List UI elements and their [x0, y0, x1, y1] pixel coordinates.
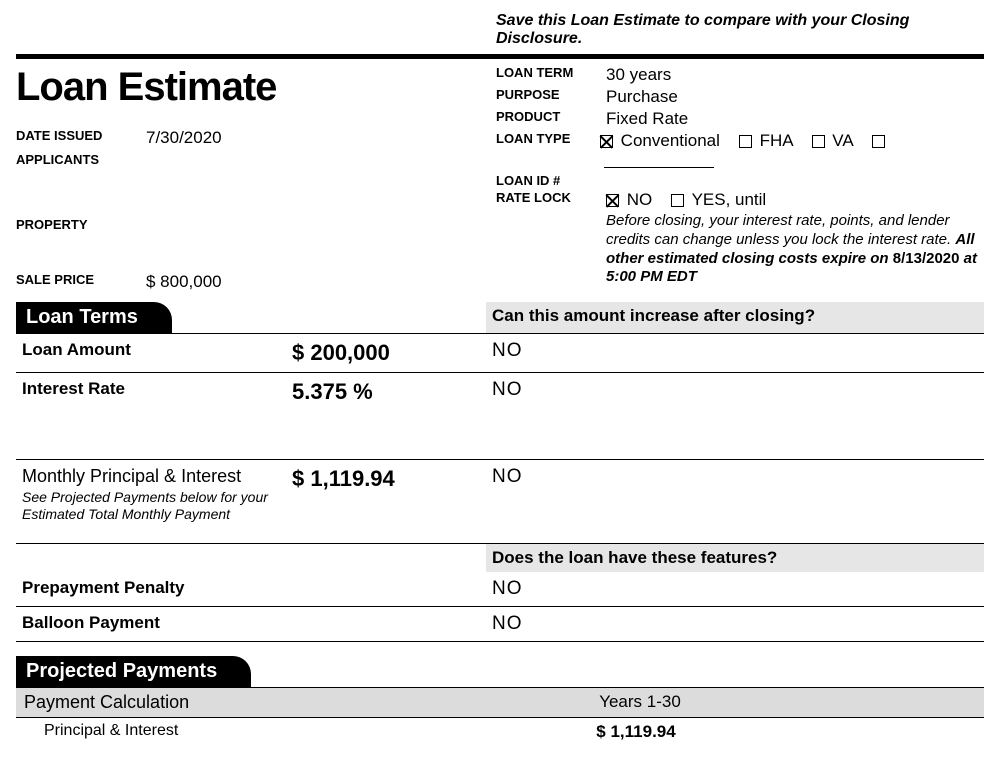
rate-lock-label: RATE LOCK — [496, 190, 606, 210]
loan-amount-value: $ 200,000 — [286, 334, 486, 373]
loan-type-other-blank — [604, 167, 714, 168]
purpose-label: PURPOSE — [496, 87, 606, 107]
loan-terms-question-1: Can this amount increase after closing? — [486, 302, 984, 334]
checkbox-other[interactable] — [872, 135, 885, 148]
loan-terms-table: Loan Terms Can this amount increase afte… — [16, 302, 984, 642]
loan-type-options: Conventional FHA VA — [600, 131, 984, 171]
loan-terms-question-2: Does the loan have these features? — [486, 544, 984, 573]
payment-years-range: Years 1-30 — [296, 688, 984, 717]
loan-type-va: VA — [832, 131, 852, 150]
mpi-answer: NO — [486, 460, 984, 544]
checkbox-ratelock-no[interactable] — [606, 194, 619, 207]
projected-payments-tab: Projected Payments — [16, 656, 251, 687]
mpi-subnote: See Projected Payments below for your Es… — [22, 489, 278, 523]
loan-amount-answer: NO — [486, 334, 984, 373]
rate-lock-note-prefix: Before closing, your interest rate, poin… — [606, 212, 955, 248]
checkbox-conventional[interactable] — [600, 135, 613, 148]
sale-price-label: SALE PRICE — [16, 272, 146, 292]
prepay-answer: NO — [486, 572, 984, 607]
top-rule — [16, 54, 984, 59]
pi-row-value: $ 1,119.94 — [296, 722, 976, 742]
loan-type-fha: FHA — [760, 131, 793, 150]
payment-calculation-label: Payment Calculation — [16, 688, 296, 717]
date-issued-label: DATE ISSUED — [16, 128, 146, 148]
product-value: Fixed Rate — [606, 109, 688, 129]
document-title: Loan Estimate — [16, 65, 476, 110]
interest-rate-label: Interest Rate — [22, 379, 278, 399]
top-compare-note: Save this Loan Estimate to compare with … — [16, 8, 984, 54]
loan-term-label: LOAN TERM — [496, 65, 606, 85]
rate-lock-options: NO YES, until — [606, 190, 766, 210]
loan-type-conventional: Conventional — [621, 131, 720, 150]
mpi-value: $ 1,119.94 — [286, 460, 486, 544]
date-issued-value: 7/30/2020 — [146, 128, 222, 148]
product-label: PRODUCT — [496, 109, 606, 129]
mpi-label: Monthly Principal & Interest — [22, 466, 278, 487]
interest-rate-answer: NO — [486, 373, 984, 460]
loan-terms-tab: Loan Terms — [16, 302, 172, 333]
balloon-label: Balloon Payment — [22, 613, 278, 633]
interest-rate-value: 5.375 % — [286, 373, 486, 460]
loan-type-label: LOAN TYPE — [496, 131, 600, 171]
purpose-value: Purchase — [606, 87, 678, 107]
property-label: PROPERTY — [16, 217, 146, 232]
rate-lock-note: Before closing, your interest rate, poin… — [496, 212, 984, 287]
checkbox-fha[interactable] — [739, 135, 752, 148]
balloon-answer: NO — [486, 607, 984, 642]
rate-lock-expire-date: 8/13/2020 — [893, 250, 960, 267]
loan-term-value: 30 years — [606, 65, 671, 85]
sale-price-value: $ 800,000 — [146, 272, 222, 292]
pi-row-label: Principal & Interest — [44, 722, 296, 742]
rate-lock-no-text: NO — [627, 190, 653, 209]
rate-lock-yes-text: YES, until — [692, 190, 767, 209]
prepay-label: Prepayment Penalty — [22, 578, 278, 598]
loan-amount-label: Loan Amount — [22, 340, 278, 360]
loan-id-label: LOAN ID # — [496, 173, 606, 188]
applicants-label: APPLICANTS — [16, 152, 146, 167]
checkbox-va[interactable] — [812, 135, 825, 148]
checkbox-ratelock-yes[interactable] — [671, 194, 684, 207]
